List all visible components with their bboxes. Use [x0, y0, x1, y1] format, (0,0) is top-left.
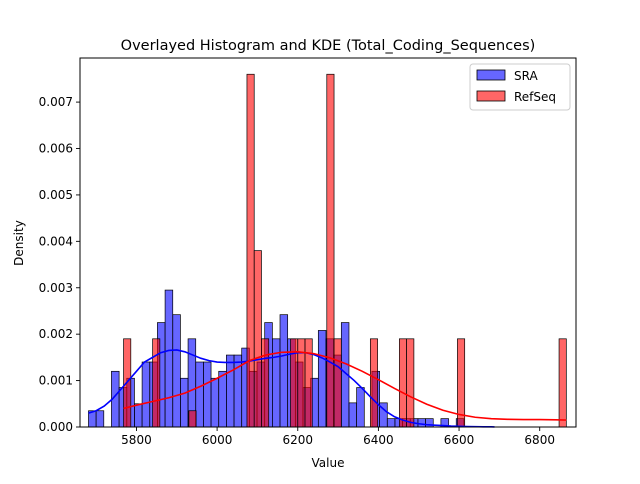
- legend-label-sra: SRA: [514, 69, 538, 83]
- x-tick-label: 6600: [444, 433, 475, 447]
- x-axis: 5800 6000 6200 6400 6600 6800: [121, 427, 555, 447]
- x-tick-label: 6400: [363, 433, 394, 447]
- bar-sra: [356, 387, 365, 428]
- y-tick-label: 0.005: [39, 188, 73, 202]
- chart-title: Overlayed Histogram and KDE (Total_Codin…: [121, 38, 536, 54]
- y-tick-label: 0.007: [39, 95, 73, 109]
- bar-refseq: [406, 338, 415, 428]
- bar-refseq: [261, 338, 270, 428]
- bar-sra: [218, 370, 227, 428]
- bar-refseq: [369, 338, 378, 428]
- bar-refseq: [558, 338, 567, 428]
- bar-refseq: [399, 338, 407, 428]
- kde-line-sra: [88, 349, 495, 428]
- bar-sra: [417, 418, 426, 428]
- x-tick-label: 5800: [121, 433, 152, 447]
- bar-sra: [134, 403, 143, 428]
- x-tick-label: 6200: [282, 433, 313, 447]
- legend-swatch-sra: [476, 69, 506, 81]
- bar-sra: [195, 361, 204, 428]
- y-tick-label: 0.000: [39, 420, 73, 434]
- y-axis: 0.000 0.001 0.002 0.003 0.004 0.005 0.006 0.007: [39, 95, 80, 434]
- bar-sra: [164, 289, 174, 428]
- bar-sra: [210, 377, 220, 428]
- bar-refseq: [152, 338, 161, 428]
- bar-sra: [317, 330, 327, 428]
- legend-label-refseq: RefSeq: [514, 90, 556, 104]
- bar-sra: [348, 402, 357, 428]
- kde-line-refseq: [123, 351, 567, 421]
- bar-refseq: [326, 73, 335, 428]
- bar-refseq: [188, 410, 197, 428]
- y-axis-label: Density: [12, 220, 26, 266]
- bar-sra: [180, 377, 189, 428]
- bar-sra: [141, 361, 151, 428]
- bar-refseq: [246, 73, 255, 428]
- bar-refseq: [333, 338, 342, 428]
- x-tick-label: 6000: [202, 433, 233, 447]
- bar-sra: [386, 418, 396, 428]
- y-tick-label: 0.004: [39, 234, 73, 248]
- y-tick-label: 0.003: [39, 281, 73, 295]
- legend: SRA RefSeq: [469, 63, 571, 111]
- y-tick-label: 0.006: [39, 142, 73, 156]
- bar-sra: [203, 361, 212, 428]
- legend-swatch-refseq: [476, 90, 506, 102]
- y-tick-label: 0.002: [39, 327, 73, 341]
- x-tick-label: 6800: [524, 433, 555, 447]
- plot-area-frame: [79, 57, 577, 428]
- bar-sra: [172, 314, 181, 428]
- bar-refseq: [253, 250, 262, 428]
- bar-sra: [226, 354, 235, 428]
- bar-sra: [95, 410, 105, 428]
- x-axis-label: Value: [312, 456, 345, 470]
- y-tick-label: 0.001: [39, 374, 73, 388]
- kde-curves: [88, 349, 567, 428]
- bar-sra: [279, 314, 289, 428]
